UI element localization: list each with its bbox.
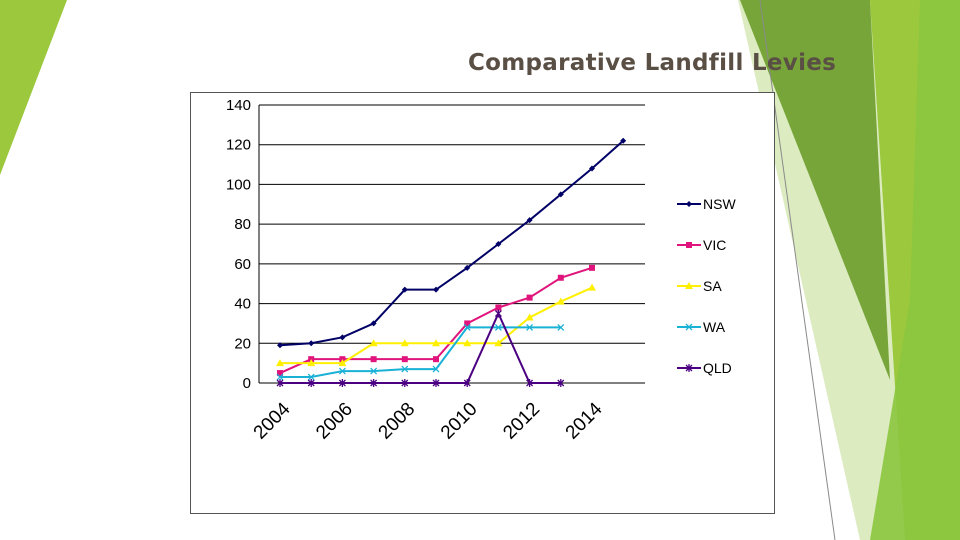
data-point-qld (401, 379, 409, 387)
data-point-qld (307, 379, 315, 387)
data-point-vic (370, 356, 377, 363)
data-point-sa (463, 339, 472, 347)
y-tick-label: 80 (234, 216, 251, 233)
data-point-wa (557, 323, 565, 331)
data-point-qld (526, 379, 534, 387)
data-point-nsw (433, 286, 439, 293)
series-line-wa (280, 326, 561, 379)
data-point-nsw (277, 342, 283, 349)
line-chart: 0 20 40 60 80 100 120 140 2004 2006 2008 2010 2012 20… (226, 97, 736, 444)
data-point-wa (338, 367, 346, 375)
data-point-nsw (526, 217, 533, 224)
data-point-nsw (370, 320, 377, 327)
right-mid-band (740, 0, 890, 380)
data-point-wa (276, 373, 284, 381)
data-point-qld (557, 379, 565, 387)
legend-label-wa: WA (703, 319, 726, 335)
legend-marker-sa (685, 282, 693, 289)
y-tick-label: 0 (243, 375, 251, 392)
data-point-qld (494, 309, 502, 318)
data-point-sa (588, 283, 596, 291)
data-point-nsw (495, 241, 502, 247)
data-point-sa (494, 339, 503, 347)
data-point-nsw (620, 137, 627, 144)
x-tick-label: 2006 (312, 399, 357, 444)
data-point-sa (525, 313, 534, 321)
left-green-triangle (0, 0, 67, 175)
data-point-nsw (464, 264, 471, 271)
data-point-nsw (589, 165, 595, 172)
data-point-vic (277, 370, 283, 377)
data-point-vic (495, 304, 502, 311)
data-point-wa (494, 323, 502, 331)
x-tick-label: 2014 (562, 398, 607, 443)
data-point-sa (400, 339, 409, 347)
series-line-nsw (279, 139, 624, 347)
legend-marker-vic (686, 242, 692, 248)
data-point-sa (276, 359, 284, 367)
data-point-vic (401, 356, 408, 363)
data-point-vic (433, 356, 439, 363)
data-point-sa (307, 359, 316, 367)
data-point-wa (432, 365, 440, 373)
data-point-wa (307, 373, 315, 381)
legend-label-qld: QLD (703, 360, 732, 376)
data-point-sa (338, 359, 347, 367)
right-bright-band (870, 0, 960, 540)
legend-label-nsw: NSW (703, 196, 736, 212)
data-point-sa (556, 297, 565, 305)
data-point-nsw (339, 334, 346, 341)
x-tick-label: 2004 (250, 398, 295, 443)
data-point-sa (369, 339, 378, 347)
x-tick-label: 2010 (437, 399, 482, 444)
legend-label-vic: VIC (703, 237, 726, 253)
data-point-nsw (308, 340, 315, 347)
data-point-qld (338, 379, 346, 387)
y-tick-label: 20 (234, 335, 251, 352)
data-point-nsw (557, 191, 564, 198)
y-tick-label: 100 (226, 176, 251, 193)
data-point-wa (526, 323, 534, 331)
x-tick-label: 2012 (499, 399, 544, 444)
data-point-vic (526, 294, 533, 301)
right-thin-line (759, 0, 836, 540)
data-point-vic (589, 264, 595, 271)
y-tick-label: 120 (226, 137, 251, 154)
data-point-qld (432, 379, 440, 387)
slide-title: Comparative Landfill Levies (468, 50, 837, 76)
y-tick-label: 40 (234, 296, 251, 313)
x-tick-label: 2008 (375, 399, 420, 444)
data-point-nsw (401, 286, 408, 293)
data-point-sa (432, 339, 440, 347)
data-point-qld (370, 379, 378, 387)
data-point-vic (557, 274, 564, 281)
y-tick-label: 60 (234, 256, 251, 273)
data-point-vic (464, 320, 471, 327)
data-point-wa (401, 365, 409, 373)
data-point-wa (463, 323, 471, 331)
series-line-sa (280, 286, 593, 365)
legend-label-sa: SA (703, 278, 722, 294)
data-point-qld (463, 379, 471, 387)
data-point-qld (276, 379, 284, 387)
legend-marker-qld (685, 364, 693, 372)
y-tick-label: 140 (226, 97, 251, 114)
legend-marker-nsw (686, 201, 692, 207)
legend-marker-wa (685, 323, 693, 331)
series-line-qld (280, 311, 561, 384)
data-point-wa (370, 367, 378, 375)
chart-frame: 0 20 40 60 80 100 120 140 2004 2006 2008 2010 2012 20… (190, 92, 775, 514)
